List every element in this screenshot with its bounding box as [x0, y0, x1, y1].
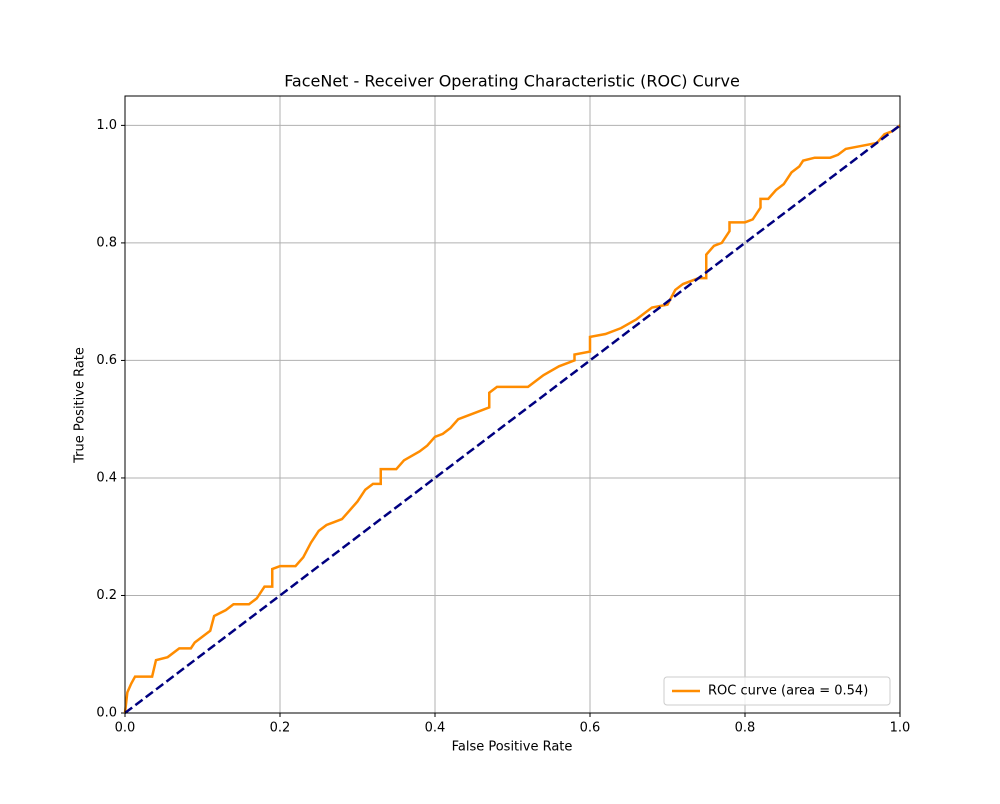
- y-tick-label: 0.0: [96, 706, 117, 721]
- y-tick-label: 0.2: [96, 588, 117, 603]
- chart-title: FaceNet - Receiver Operating Characteris…: [284, 72, 740, 91]
- y-tick-label: 0.6: [96, 353, 117, 368]
- reference-line: [124, 124, 901, 714]
- plot-frame: [124, 95, 901, 714]
- x-tick-label: 0.0: [115, 721, 136, 736]
- x-tick-label: 0.8: [735, 721, 756, 736]
- y-axis-label: True Positive Rate: [73, 347, 88, 464]
- legend-label: ROC curve (area = 0.54): [708, 684, 868, 699]
- roc-curve: [123, 124, 901, 714]
- x-tick-label: 0.2: [270, 721, 291, 736]
- y-tick-label: 0.8: [96, 235, 117, 250]
- legend-box: [663, 676, 891, 706]
- x-axis-label: False Positive Rate: [452, 740, 573, 755]
- x-tick-label: 1.0: [890, 721, 911, 736]
- x-tick-label: 0.4: [425, 721, 446, 736]
- x-tick-label: 0.6: [580, 721, 601, 736]
- y-tick-label: 1.0: [96, 118, 117, 133]
- y-tick-label: 0.4: [96, 470, 117, 485]
